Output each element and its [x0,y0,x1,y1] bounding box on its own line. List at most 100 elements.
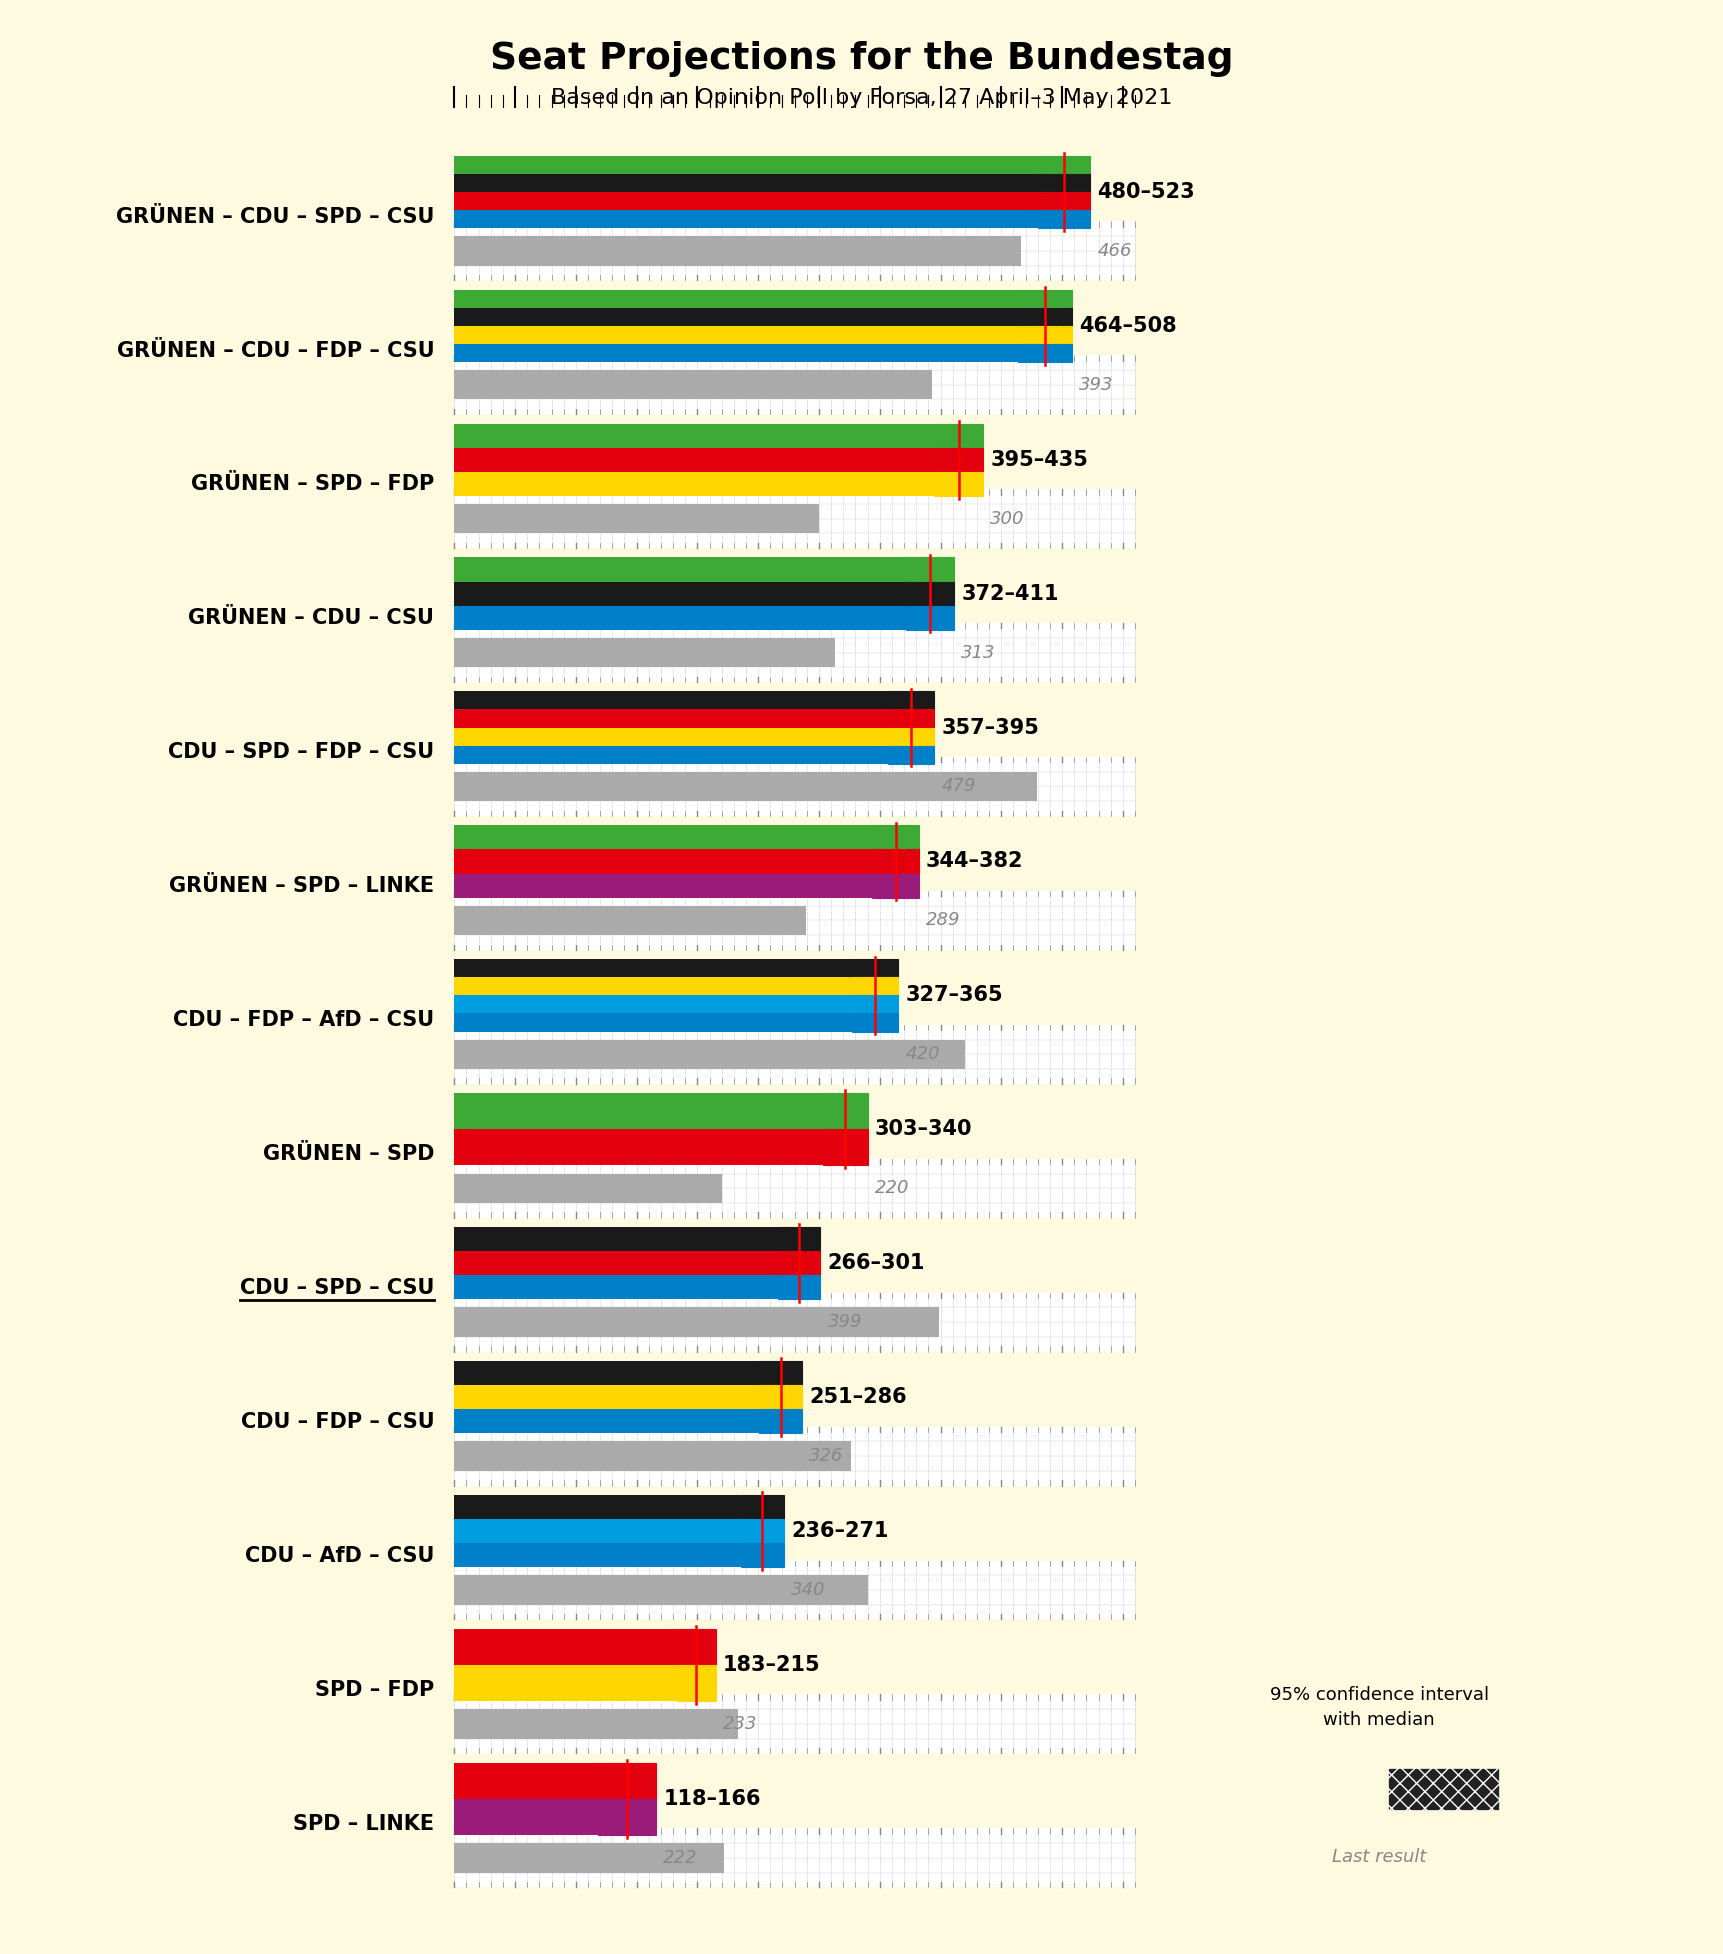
Bar [455,174,1037,191]
Bar [455,995,851,1014]
Bar [851,959,898,977]
Bar [455,1763,598,1800]
Bar [822,1092,867,1129]
Bar [455,1294,1134,1352]
Bar [872,873,918,897]
Text: 464–508: 464–508 [1079,317,1177,336]
Text: 399: 399 [827,1313,862,1331]
Bar [851,995,898,1014]
Bar [741,1544,784,1567]
Bar [455,557,906,582]
Bar [1037,209,1089,229]
Bar [758,1362,801,1385]
Bar [598,1763,656,1800]
Bar [677,1665,715,1702]
Bar [741,1495,784,1518]
Bar [455,1014,851,1032]
Bar [455,1307,939,1337]
Bar [851,977,898,995]
Bar [1018,289,1072,307]
Bar [872,850,918,873]
Bar [887,727,934,746]
Text: 95% confidence interval
with median: 95% confidence interval with median [1268,1686,1489,1729]
Bar [455,1276,777,1299]
Bar [455,873,872,897]
Bar [455,1630,677,1665]
Bar [455,1442,849,1471]
Bar [887,692,934,709]
Text: 236–271: 236–271 [791,1520,887,1542]
Bar [822,1129,867,1165]
Bar [455,1800,598,1835]
Bar [758,1385,801,1409]
Bar [851,1014,898,1032]
Bar [455,236,1020,266]
Bar [777,1227,820,1251]
Bar [777,1251,820,1276]
Bar [598,1800,656,1835]
Text: 289: 289 [925,911,960,930]
Bar [455,905,805,936]
Bar [455,606,906,629]
Bar [455,825,872,850]
Bar [887,727,934,746]
Bar [455,1362,758,1385]
Bar [677,1630,715,1665]
Text: 183–215: 183–215 [722,1655,820,1675]
Bar [677,1665,715,1702]
Bar [455,1129,822,1165]
Bar [777,1276,820,1299]
Bar [741,1495,784,1518]
Bar [1037,209,1089,229]
Bar [455,471,934,496]
Bar [1037,191,1089,209]
Bar [455,191,1037,209]
Bar [887,746,934,764]
Text: 466: 466 [1096,242,1132,260]
Bar [758,1385,801,1409]
Bar [887,746,934,764]
Bar [777,1251,820,1276]
Bar [1018,307,1072,326]
Bar [455,1829,1134,1888]
Bar [758,1362,801,1385]
Text: 327–365: 327–365 [905,985,1003,1006]
Text: 480–523: 480–523 [1096,182,1194,201]
Text: 395–435: 395–435 [989,449,1087,469]
Bar [851,959,898,977]
Bar [934,447,982,471]
Bar [455,344,1018,361]
Bar [1037,156,1089,174]
Bar [1037,174,1089,191]
Bar [906,606,953,629]
Bar [455,1159,1134,1217]
Bar [906,557,953,582]
Text: 266–301: 266–301 [827,1253,925,1274]
Text: 420: 420 [905,1045,939,1063]
Bar [455,1495,741,1518]
Text: 479: 479 [941,778,975,795]
Bar [455,1561,1134,1620]
Text: 340: 340 [791,1581,825,1598]
Bar [906,582,953,606]
Bar [1037,174,1089,191]
Text: 344–382: 344–382 [925,852,1023,871]
Bar [455,1409,758,1434]
Bar [455,289,1018,307]
Bar [455,709,887,727]
Bar [455,356,1134,414]
Bar [741,1544,784,1567]
Bar [455,307,1018,326]
Text: 222: 222 [663,1848,698,1866]
Bar [455,447,934,471]
Bar [1018,326,1072,344]
Bar [455,1174,722,1204]
Bar [455,221,1134,279]
Bar [934,471,982,496]
Bar [455,1385,758,1409]
Bar [455,1843,724,1872]
Text: 118–166: 118–166 [663,1790,760,1809]
Bar [455,756,1134,817]
Bar [455,504,818,533]
Bar [455,727,887,746]
